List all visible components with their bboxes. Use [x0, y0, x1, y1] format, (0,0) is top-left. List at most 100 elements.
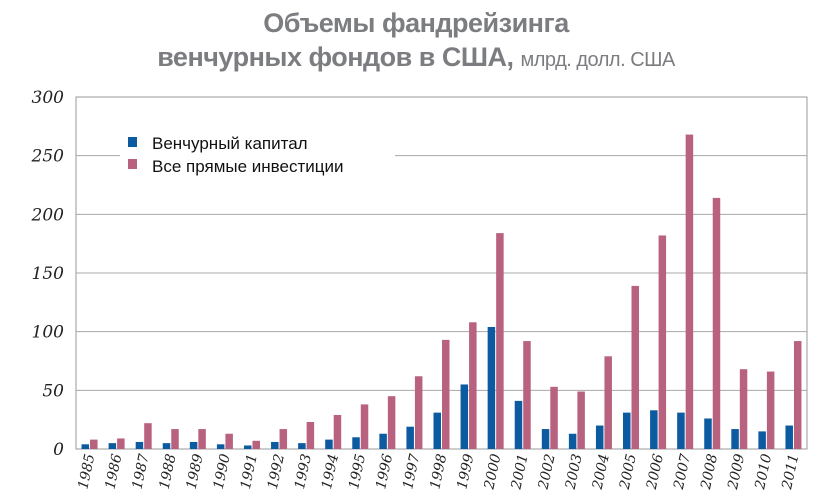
- bar-private-equity-1995: [360, 404, 369, 449]
- x-tick-label: 1987: [130, 452, 153, 490]
- y-tick-label: 200: [31, 205, 65, 225]
- y-axis-ticks: 0 50 100 150 200 250 300: [31, 88, 65, 460]
- bar-venture-1994: [325, 439, 333, 449]
- bar-venture-1995: [352, 437, 360, 449]
- bar-private-equity-1998: [442, 339, 450, 449]
- x-tick-label: 2008: [698, 452, 721, 491]
- bar-venture-1999: [460, 384, 469, 449]
- bar-private-equity-1991: [252, 440, 260, 449]
- bar-private-equity-2003: [577, 391, 585, 449]
- y-tick-label: 250: [31, 147, 65, 167]
- bar-private-equity-2007: [685, 134, 694, 449]
- bar-venture-1989: [189, 441, 198, 449]
- bar-private-equity-2000: [496, 233, 504, 449]
- bar-private-equity-1985: [90, 439, 98, 449]
- bar-venture-1985: [81, 444, 90, 449]
- y-tick-label: 150: [32, 264, 65, 284]
- bar-venture-2010: [758, 431, 766, 449]
- bar-venture-2007: [677, 412, 685, 449]
- x-tick-label: 1996: [373, 452, 396, 490]
- bar-private-equity-1996: [387, 396, 396, 449]
- bar-venture-1991: [243, 445, 252, 449]
- legend-background: [120, 130, 395, 180]
- bar-private-equity-2010: [766, 371, 775, 449]
- x-tick-label: 1994: [319, 453, 342, 491]
- bar-venture-1992: [271, 441, 279, 449]
- bar-venture-2004: [595, 425, 604, 449]
- y-tick-label: 300: [32, 88, 65, 108]
- x-tick-label: 2005: [617, 452, 640, 491]
- bar-private-equity-1987: [144, 423, 152, 449]
- bar-venture-1997: [406, 426, 414, 449]
- bar-venture-2000: [487, 326, 496, 449]
- bars: [81, 134, 802, 449]
- bar-private-equity-2002: [550, 386, 558, 449]
- bar-private-equity-1994: [333, 414, 342, 449]
- bar-private-equity-1999: [469, 322, 477, 449]
- x-tick-label: 1985: [75, 452, 98, 490]
- x-tick-label: 2007: [671, 452, 694, 491]
- bar-venture-2006: [650, 410, 658, 449]
- x-tick-label: 1998: [427, 452, 450, 490]
- bar-private-equity-2011: [793, 341, 802, 449]
- legend-label-venture: Венчурный капитал: [152, 134, 308, 153]
- x-tick-label: 1992: [265, 452, 288, 490]
- bar-venture-1986: [108, 443, 117, 449]
- y-tick-label: 50: [42, 381, 64, 401]
- x-tick-label: 2002: [535, 452, 558, 491]
- bar-private-equity-1990: [225, 433, 233, 449]
- bar-private-equity-1992: [279, 429, 288, 449]
- bar-venture-1993: [298, 443, 306, 449]
- x-tick-label: 1988: [157, 452, 180, 490]
- x-tick-label: 1999: [454, 452, 477, 490]
- x-tick-label: 1995: [346, 452, 369, 490]
- bar-private-equity-1988: [171, 429, 179, 449]
- x-tick-label: 2006: [644, 452, 667, 491]
- bar-private-equity-1989: [198, 429, 206, 449]
- bar-venture-2005: [623, 412, 631, 449]
- bar-venture-2001: [514, 400, 523, 449]
- x-tick-label: 1991: [238, 453, 261, 491]
- y-tick-label: 0: [53, 440, 64, 460]
- gridlines: [76, 155, 807, 391]
- chart-title-line2: венчурных фондов в США, млрд. долл. США: [0, 42, 832, 73]
- bar-private-equity-1997: [414, 376, 423, 449]
- chart-title-line2-text: венчурных фондов в США,: [157, 42, 514, 72]
- bar-venture-2008: [704, 418, 712, 449]
- x-tick-label: 2009: [725, 452, 748, 491]
- legend-swatch-venture: [128, 137, 137, 147]
- legend: Венчурный капитал Все прямые инвестиции: [120, 130, 395, 180]
- x-tick-label: 1997: [400, 452, 423, 490]
- bar-private-equity-1986: [117, 438, 125, 449]
- bar-private-equity-2001: [523, 341, 531, 449]
- x-tick-label: 1990: [211, 452, 234, 490]
- bar-venture-1996: [379, 433, 387, 449]
- bar-venture-2011: [785, 425, 793, 449]
- legend-swatch-private-equity: [128, 159, 137, 169]
- chart-subtitle: млрд. долл. США: [520, 49, 676, 71]
- bar-venture-2002: [541, 429, 550, 449]
- bar-private-equity-2005: [631, 285, 640, 449]
- x-tick-label: 2010: [752, 452, 775, 491]
- bar-venture-1987: [135, 441, 144, 449]
- bar-venture-1988: [162, 443, 171, 449]
- bar-venture-2009: [731, 429, 739, 449]
- bar-private-equity-2008: [712, 197, 721, 449]
- x-tick-label: 2003: [563, 452, 586, 491]
- bar-private-equity-2004: [604, 356, 612, 449]
- bar-venture-1990: [216, 444, 225, 449]
- x-tick-label: 2004: [590, 453, 613, 492]
- x-tick-label: 1986: [102, 452, 125, 490]
- bar-venture-2003: [568, 433, 577, 449]
- x-tick-label: 2000: [481, 452, 504, 491]
- x-tick-label: 2011: [779, 453, 802, 492]
- bar-private-equity-2009: [739, 369, 748, 449]
- bar-private-equity-2006: [658, 235, 667, 449]
- legend-label-private-equity: Все прямые инвестиции: [152, 157, 343, 176]
- x-tick-label: 1993: [292, 452, 315, 490]
- chart-title-line1: Объемы фандрейзинга: [263, 8, 569, 38]
- x-tick-label: 2001: [508, 453, 531, 492]
- bar-private-equity-1993: [306, 422, 315, 449]
- bar-venture-1998: [433, 412, 441, 449]
